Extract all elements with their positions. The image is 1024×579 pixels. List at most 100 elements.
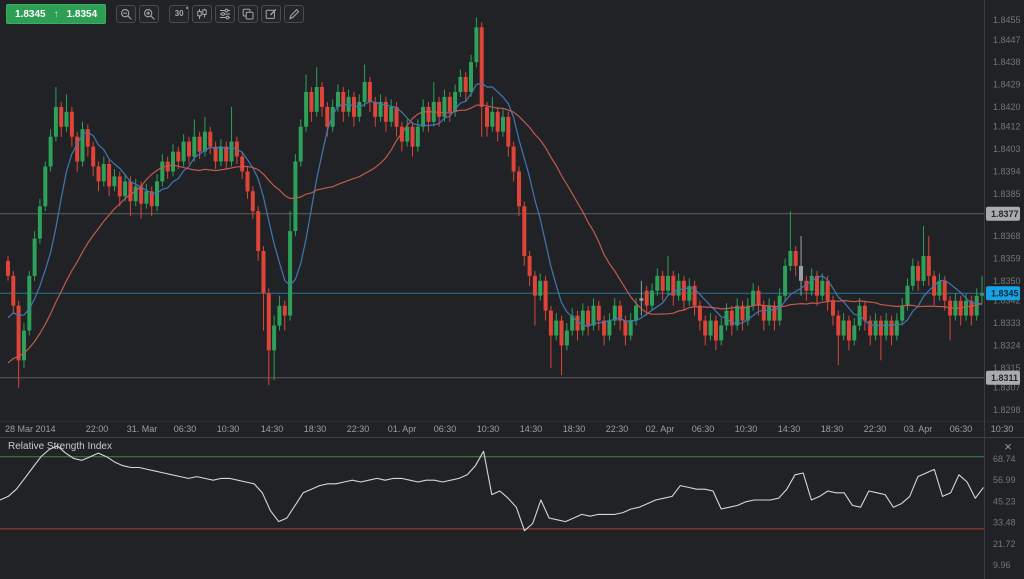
candle-body — [101, 164, 106, 182]
zoom-out-button[interactable] — [116, 5, 137, 23]
candle — [767, 298, 772, 326]
candle-body — [474, 27, 479, 63]
candle-body — [288, 231, 293, 316]
candle — [522, 201, 527, 266]
candle-body — [495, 111, 500, 132]
duplicate-chart-button[interactable] — [238, 5, 259, 23]
candle-body — [639, 298, 644, 301]
candle — [916, 260, 921, 291]
candle-body — [900, 305, 905, 321]
candle — [101, 156, 106, 187]
candle — [591, 298, 596, 331]
candle-body — [980, 293, 984, 296]
candle — [570, 308, 575, 336]
zoom-button-group — [116, 5, 160, 23]
candle — [133, 178, 138, 207]
candle-body — [703, 320, 708, 336]
zoom-in-button[interactable] — [139, 5, 160, 23]
candle — [458, 69, 463, 97]
candle-body — [27, 275, 32, 331]
timeframe-button[interactable]: 30 — [169, 5, 190, 23]
rsi-line — [0, 445, 984, 532]
candle-body — [123, 181, 128, 197]
candle-body — [362, 82, 367, 102]
rsi-axis[interactable]: 68.74 56.99 45.23 33.48 21.72 9.96 — [993, 454, 1016, 570]
candle — [815, 270, 819, 306]
time-axis[interactable]: 28 Mar 2014 22:00 31. Mar 06:30 10:30 14:30 18… — [5, 424, 1013, 434]
chart-toolbar: 1.8345 ↑ 1.8354 — [6, 4, 305, 24]
candle-body — [708, 320, 713, 336]
price-badge-bg — [986, 206, 1020, 221]
indicators-button[interactable] — [215, 5, 236, 23]
candle-body — [676, 280, 681, 296]
candle-body — [868, 320, 873, 336]
candle-body — [873, 320, 878, 336]
candle-body — [165, 161, 170, 172]
candle — [357, 94, 362, 122]
candle-body — [426, 106, 431, 122]
candle — [490, 96, 495, 132]
candle-body — [522, 206, 527, 256]
candle — [666, 256, 670, 296]
candle — [218, 139, 223, 167]
quote-badge[interactable]: 1.8345 ↑ 1.8354 — [6, 4, 107, 24]
candle-body — [314, 87, 319, 112]
level-price-badge: 1.8311 — [986, 370, 1020, 385]
candle — [277, 295, 282, 331]
candle — [735, 298, 740, 331]
candle-body — [293, 161, 298, 232]
candle-body — [479, 27, 484, 107]
rsi-tick-label: 68.74 — [993, 454, 1016, 464]
candle-body — [788, 251, 793, 266]
level-price-badge: 1.8377 — [986, 206, 1020, 221]
candle-body — [799, 265, 803, 281]
candle — [650, 283, 654, 311]
candle — [442, 89, 447, 122]
candle — [692, 280, 697, 316]
price-axis[interactable]: 1.8455 1.8447 1.8438 1.8429 1.8420 1.8412 1.84… — [986, 15, 1021, 415]
candle-body — [197, 136, 202, 152]
ma-fast-line — [7, 82, 983, 328]
time-tick-label: 02. Apr — [646, 424, 675, 434]
candle-body — [745, 305, 750, 321]
candle-body — [825, 280, 830, 301]
candle — [64, 94, 69, 132]
time-tick-label: 01. Apr — [388, 424, 417, 434]
candle — [59, 101, 64, 137]
candle-body — [841, 320, 846, 336]
candle — [463, 72, 468, 102]
candle — [53, 87, 58, 142]
candle-body — [261, 251, 266, 294]
candle — [261, 246, 266, 331]
price-badge-bg — [986, 370, 1020, 385]
candle — [660, 270, 665, 301]
price-tick-label: 1.8359 — [993, 253, 1021, 263]
candle — [80, 121, 85, 167]
candle-body — [490, 111, 495, 127]
candle-body — [815, 275, 819, 296]
candle — [575, 310, 580, 341]
draw-button[interactable] — [284, 5, 305, 23]
chart-type-button[interactable] — [192, 5, 213, 23]
rsi-close-button[interactable]: × — [1001, 439, 1015, 453]
candle — [878, 315, 883, 361]
candle-body — [517, 171, 521, 207]
candle-body — [117, 176, 122, 197]
candle-body — [447, 96, 452, 112]
candle-body — [399, 126, 404, 142]
candle-body — [681, 280, 686, 301]
candle-body — [405, 126, 410, 142]
timeframe-icon: 30 — [175, 7, 188, 18]
edit-chart-button[interactable] — [261, 5, 282, 23]
candle — [426, 101, 431, 132]
price-tick-label: 1.8368 — [993, 231, 1021, 241]
candle — [213, 141, 218, 169]
candle-body — [64, 111, 69, 127]
candle-body — [596, 305, 601, 321]
candle-body — [687, 285, 692, 301]
candle-body — [181, 141, 186, 162]
candle — [48, 129, 53, 172]
candle-body — [628, 320, 633, 336]
candle — [538, 273, 543, 301]
